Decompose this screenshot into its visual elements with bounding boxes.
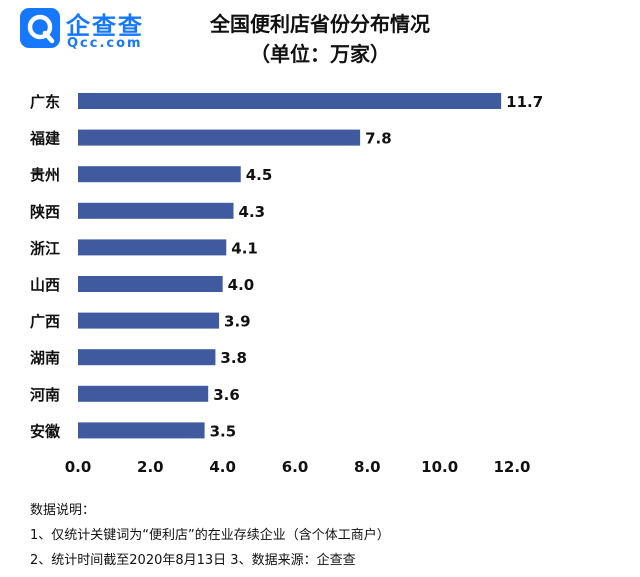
magnifier-q-icon <box>20 8 60 48</box>
x-tick-label: 8.0 <box>354 458 381 476</box>
category-label: 浙江 <box>30 239 60 257</box>
value-label: 7.8 <box>365 130 392 148</box>
chart-subtitle: （单位：万家） <box>250 42 390 66</box>
chart-title: 全国便利店省份分布情况 <box>210 12 430 36</box>
x-tick-label: 12.0 <box>493 458 530 476</box>
category-label: 陕西 <box>30 203 60 221</box>
value-label: 11.7 <box>506 93 543 111</box>
bar <box>78 129 361 146</box>
value-label: 3.6 <box>213 386 240 404</box>
value-label: 4.3 <box>239 203 266 221</box>
x-tick-label: 4.0 <box>209 458 236 476</box>
bar <box>78 93 502 109</box>
category-label: 贵州 <box>30 166 60 184</box>
value-label: 4.1 <box>231 239 258 257</box>
category-label: 河南 <box>30 386 60 404</box>
bar <box>78 385 209 402</box>
brand-domain: Qcc.com <box>67 36 143 51</box>
value-label: 3.9 <box>224 313 251 331</box>
value-label: 3.5 <box>210 422 237 440</box>
x-tick-label: 0.0 <box>65 458 92 476</box>
x-tick-label: 6.0 <box>282 458 309 476</box>
brand-logo: 企查查 Qcc.com <box>20 4 170 58</box>
category-label: 安徽 <box>30 422 61 440</box>
bar <box>78 349 216 366</box>
notes-line-1: 1、仅统计关键词为“便利店”的在业存续企业（含个体工商户） <box>30 528 390 543</box>
notes-heading: 数据说明： <box>30 503 96 518</box>
x-tick-label: 2.0 <box>137 458 164 476</box>
value-label: 3.8 <box>220 349 247 367</box>
brand-name: 企查查 <box>66 12 144 40</box>
x-tick-label: 10.0 <box>421 458 458 476</box>
bar <box>78 276 223 292</box>
bar <box>78 239 227 256</box>
category-label: 福建 <box>29 130 61 148</box>
category-label: 广西 <box>30 313 60 331</box>
value-label: 4.0 <box>228 276 255 294</box>
bar <box>78 166 241 183</box>
value-label: 4.5 <box>246 166 273 184</box>
bar <box>78 312 220 329</box>
bar <box>78 422 205 439</box>
notes-line-2: 2、统计时间截至2020年8月13日 3、数据来源：企查查 <box>30 553 356 568</box>
category-label: 广东 <box>30 93 60 111</box>
category-label: 山西 <box>30 276 60 294</box>
bar <box>78 202 234 219</box>
data-notes: 数据说明： 1、仅统计关键词为“便利店”的在业存续企业（含个体工商户） 2、统计… <box>30 498 390 573</box>
category-label: 湖南 <box>30 349 60 367</box>
